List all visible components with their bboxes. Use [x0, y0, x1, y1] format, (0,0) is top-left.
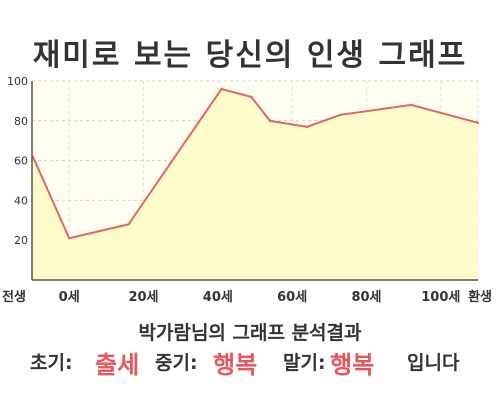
early-value: 출세	[95, 351, 140, 379]
data-point	[339, 113, 342, 117]
area-fill	[32, 89, 478, 280]
late-label: 말기:	[283, 352, 326, 374]
analysis-summary: 박가람님의 그래프 분석결과	[138, 322, 362, 344]
y-tick-label: 60	[14, 155, 28, 168]
data-point	[409, 103, 413, 107]
data-point	[268, 119, 272, 123]
x-tick-label: 80세	[351, 290, 381, 305]
data-point	[305, 125, 309, 128]
x-tick-label: 100세	[421, 290, 460, 305]
data-point	[476, 121, 480, 124]
x-tick-label: 전생	[2, 289, 26, 305]
x-tick-label: 환생	[468, 289, 492, 305]
chart-title: 재미로 보는 당신의 인생 그래프	[32, 38, 468, 73]
data-point	[194, 125, 197, 128]
y-tick-label: 40	[14, 194, 28, 207]
data-point	[67, 237, 71, 240]
x-tick-label: 0세	[59, 290, 80, 305]
y-tick-label: 80	[14, 115, 28, 128]
ending-text: 입니다	[407, 352, 460, 374]
x-tick-labels: 전생 0세 20세 40세 60세 80세 100세 환생	[2, 289, 492, 305]
late-value: 행복	[330, 351, 375, 379]
mid-value: 행복	[213, 351, 258, 379]
x-tick-label: 60세	[277, 290, 307, 305]
data-point	[250, 95, 253, 99]
y-tick-labels: 20 40 60 80 100	[7, 75, 28, 247]
mid-label: 중기:	[155, 352, 198, 374]
data-point	[127, 223, 130, 226]
early-label: 초기:	[30, 352, 73, 374]
y-tick-label: 100	[7, 75, 28, 88]
x-tick-label: 20세	[128, 290, 158, 305]
data-point	[220, 87, 223, 91]
x-tick-label: 40세	[203, 290, 233, 305]
y-tick-label: 20	[14, 234, 28, 247]
data-point	[30, 153, 34, 156]
